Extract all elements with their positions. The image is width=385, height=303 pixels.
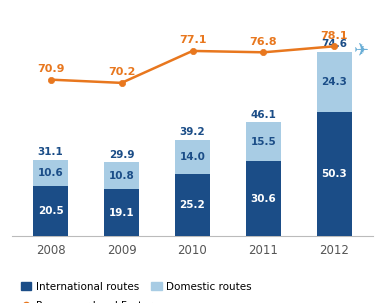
Bar [175, 174, 210, 236]
Text: 74.6: 74.6 [321, 39, 347, 49]
Text: 78.1: 78.1 [321, 31, 348, 41]
Bar [104, 189, 139, 236]
Bar [317, 112, 352, 236]
Text: 10.6: 10.6 [38, 168, 64, 178]
Text: 20.5: 20.5 [38, 206, 64, 216]
Text: 31.1: 31.1 [38, 147, 64, 157]
Text: 30.6: 30.6 [251, 194, 276, 204]
Text: 19.1: 19.1 [109, 208, 134, 218]
Bar [246, 122, 281, 161]
Bar [175, 139, 210, 174]
Bar [317, 52, 352, 112]
Text: 25.2: 25.2 [180, 200, 205, 210]
Text: 15.5: 15.5 [251, 137, 276, 147]
Text: 29.9: 29.9 [109, 149, 134, 159]
Bar [104, 162, 139, 189]
Text: 77.1: 77.1 [179, 35, 206, 45]
Text: 24.3: 24.3 [321, 77, 347, 87]
Text: ✈: ✈ [354, 42, 370, 60]
Text: 50.3: 50.3 [321, 169, 347, 179]
Bar [246, 161, 281, 236]
Text: 10.8: 10.8 [109, 171, 134, 181]
Text: 46.1: 46.1 [251, 109, 276, 119]
Text: 76.8: 76.8 [249, 37, 277, 47]
Text: 70.2: 70.2 [108, 68, 135, 78]
Text: 70.9: 70.9 [37, 64, 64, 74]
Bar [33, 186, 68, 236]
Bar [33, 159, 68, 186]
Legend: Passenger Load Factor: Passenger Load Factor [17, 297, 157, 303]
Text: 14.0: 14.0 [179, 152, 206, 162]
Text: 39.2: 39.2 [180, 127, 205, 137]
